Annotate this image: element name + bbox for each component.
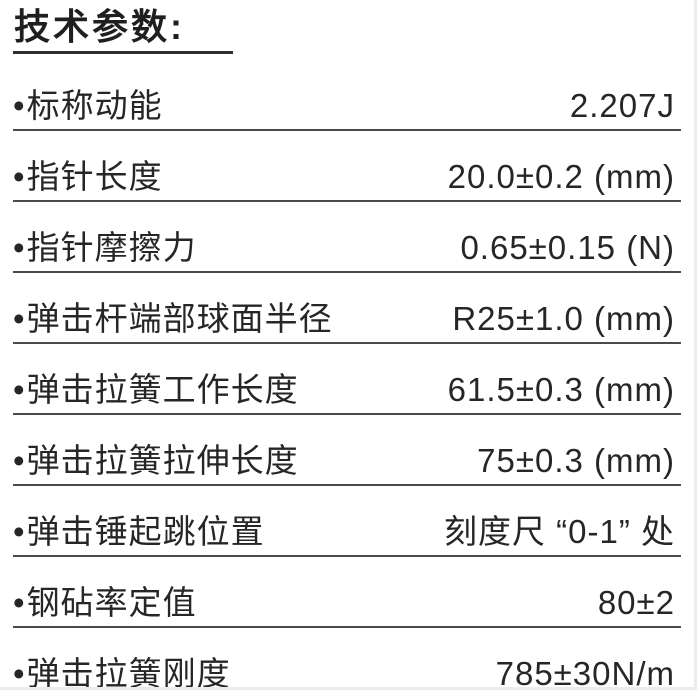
param-value: 785±30N/m <box>495 655 675 690</box>
param-label: 指针长度 <box>26 158 163 196</box>
bullet-icon: • <box>13 371 25 409</box>
table-row: • 弹击锤起跳位置 刻度尺 “0-1” 处 <box>13 486 681 557</box>
table-row: • 指针摩擦力 0.65±0.15 (N) <box>13 202 681 273</box>
bullet-icon: • <box>13 584 25 622</box>
param-value: 刻度尺 “0-1” 处 <box>443 513 675 551</box>
bullet-icon: • <box>13 442 25 480</box>
table-row: • 指针长度 20.0±0.2 (mm) <box>13 131 681 202</box>
param-value: 2.207J <box>569 87 675 125</box>
param-label: 弹击拉簧工作长度 <box>26 371 299 409</box>
table-row: • 钢砧率定值 80±2 <box>13 557 681 628</box>
table-row: • 标称动能 2.207J <box>13 54 681 131</box>
bullet-icon: • <box>13 513 25 551</box>
param-value: 75±0.3 (mm) <box>477 442 675 480</box>
page-title: 技术参数: <box>13 8 233 54</box>
table-row: • 弹击杆端部球面半径 R25±1.0 (mm) <box>13 273 681 344</box>
param-label: 弹击锤起跳位置 <box>26 513 265 551</box>
parameters-table: • 标称动能 2.207J • 指针长度 20.0±0.2 (mm) • 指针摩… <box>13 54 681 690</box>
param-label: 指针摩擦力 <box>26 229 197 267</box>
param-value: 80±2 <box>597 584 675 622</box>
bullet-icon: • <box>13 655 25 690</box>
param-value: R25±1.0 (mm) <box>452 300 675 338</box>
param-value: 20.0±0.2 (mm) <box>447 158 675 196</box>
param-label: 钢砧率定值 <box>26 584 197 622</box>
param-label: 弹击拉簧刚度 <box>26 655 231 690</box>
table-row: • 弹击拉簧拉伸长度 75±0.3 (mm) <box>13 415 681 486</box>
bullet-icon: • <box>13 87 25 125</box>
bullet-icon: • <box>13 229 25 267</box>
param-label: 弹击杆端部球面半径 <box>26 300 333 338</box>
bullet-icon: • <box>13 158 25 196</box>
table-row: • 弹击拉簧刚度 785±30N/m <box>13 628 681 690</box>
bullet-icon: • <box>13 300 25 338</box>
param-value: 0.65±0.15 (N) <box>460 229 675 267</box>
param-label: 弹击拉簧拉伸长度 <box>26 442 299 480</box>
table-row: • 弹击拉簧工作长度 61.5±0.3 (mm) <box>13 344 681 415</box>
param-value: 61.5±0.3 (mm) <box>447 371 675 409</box>
param-label: 标称动能 <box>26 87 163 125</box>
